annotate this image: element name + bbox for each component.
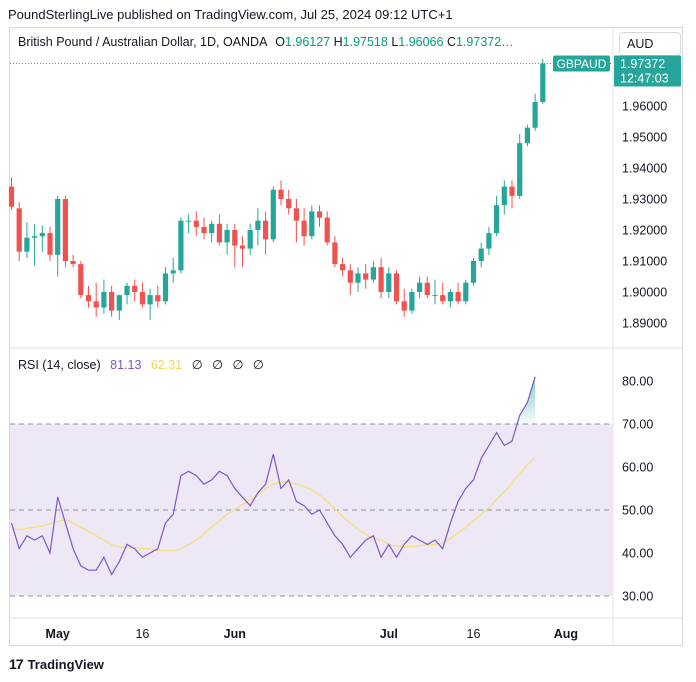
brand-name: TradingView xyxy=(27,656,104,672)
symbol-header: British Pound / Australian Dollar, 1D, O… xyxy=(18,35,514,49)
rsi-ma-value: 62.31 xyxy=(150,358,183,372)
rsi-value: 81.13 xyxy=(110,358,142,372)
open-value: 1.96127 xyxy=(284,35,331,49)
tradingview-logo-icon: 17 xyxy=(9,656,24,672)
close-label: C xyxy=(446,35,456,49)
tradingview-brand: 17 TradingView xyxy=(9,656,104,672)
low-label: L xyxy=(391,35,399,49)
low-value: 1.96066 xyxy=(398,35,444,49)
null-value: ∅ xyxy=(252,358,264,372)
chart-frame xyxy=(9,27,683,646)
currency-selector[interactable]: AUD xyxy=(619,32,681,56)
null-value: ∅ xyxy=(212,358,223,372)
open-label: O xyxy=(275,35,285,49)
null-value: ∅ xyxy=(191,358,203,372)
symbol-title: British Pound / Australian Dollar, 1D, O… xyxy=(18,35,267,49)
rsi-header: RSI (14, close) 81.13 62.31 ∅ ∅ ∅ ∅ xyxy=(18,357,264,372)
null-value: ∅ xyxy=(232,358,244,372)
high-value: 1.97518 xyxy=(342,35,388,49)
close-value: 1.97372… xyxy=(455,35,514,49)
rsi-label: RSI (14, close) xyxy=(18,358,101,372)
high-label: H xyxy=(333,35,343,49)
publisher-line: PoundSterlingLive published on TradingVi… xyxy=(8,7,453,22)
